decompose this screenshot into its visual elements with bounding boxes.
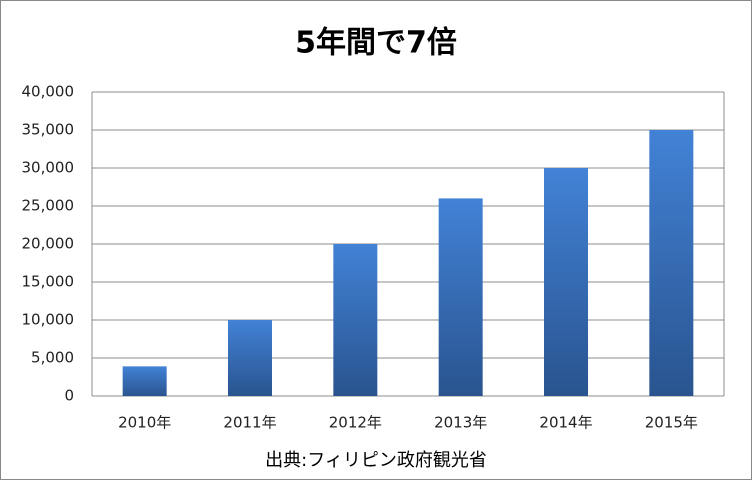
y-tick-label: 5,000 <box>31 349 74 367</box>
bar <box>333 244 378 396</box>
y-tick-label: 0 <box>64 387 74 405</box>
source-note: 出典:フィリピン政府観光省 <box>265 450 487 471</box>
y-tick-label: 10,000 <box>22 311 75 329</box>
chart-title: 5年間で7倍 <box>295 26 457 61</box>
y-tick-label: 40,000 <box>22 83 75 101</box>
x-tick-label: 2013年 <box>434 414 487 432</box>
y-tick-label: 20,000 <box>22 235 75 253</box>
x-tick-label: 2011年 <box>223 414 276 432</box>
y-tick-label: 30,000 <box>22 159 75 177</box>
bar <box>122 366 167 396</box>
x-tick-label: 2015年 <box>645 414 698 432</box>
x-tick-label: 2014年 <box>539 414 592 432</box>
bar <box>649 130 694 396</box>
x-tick-label: 2012年 <box>329 414 382 432</box>
y-tick-label: 15,000 <box>22 273 75 291</box>
y-tick-label: 25,000 <box>22 197 75 215</box>
bar <box>228 320 272 396</box>
y-tick-label: 35,000 <box>22 121 75 139</box>
bar <box>544 168 588 396</box>
bar <box>438 198 483 396</box>
x-tick-label: 2010年 <box>118 414 171 432</box>
